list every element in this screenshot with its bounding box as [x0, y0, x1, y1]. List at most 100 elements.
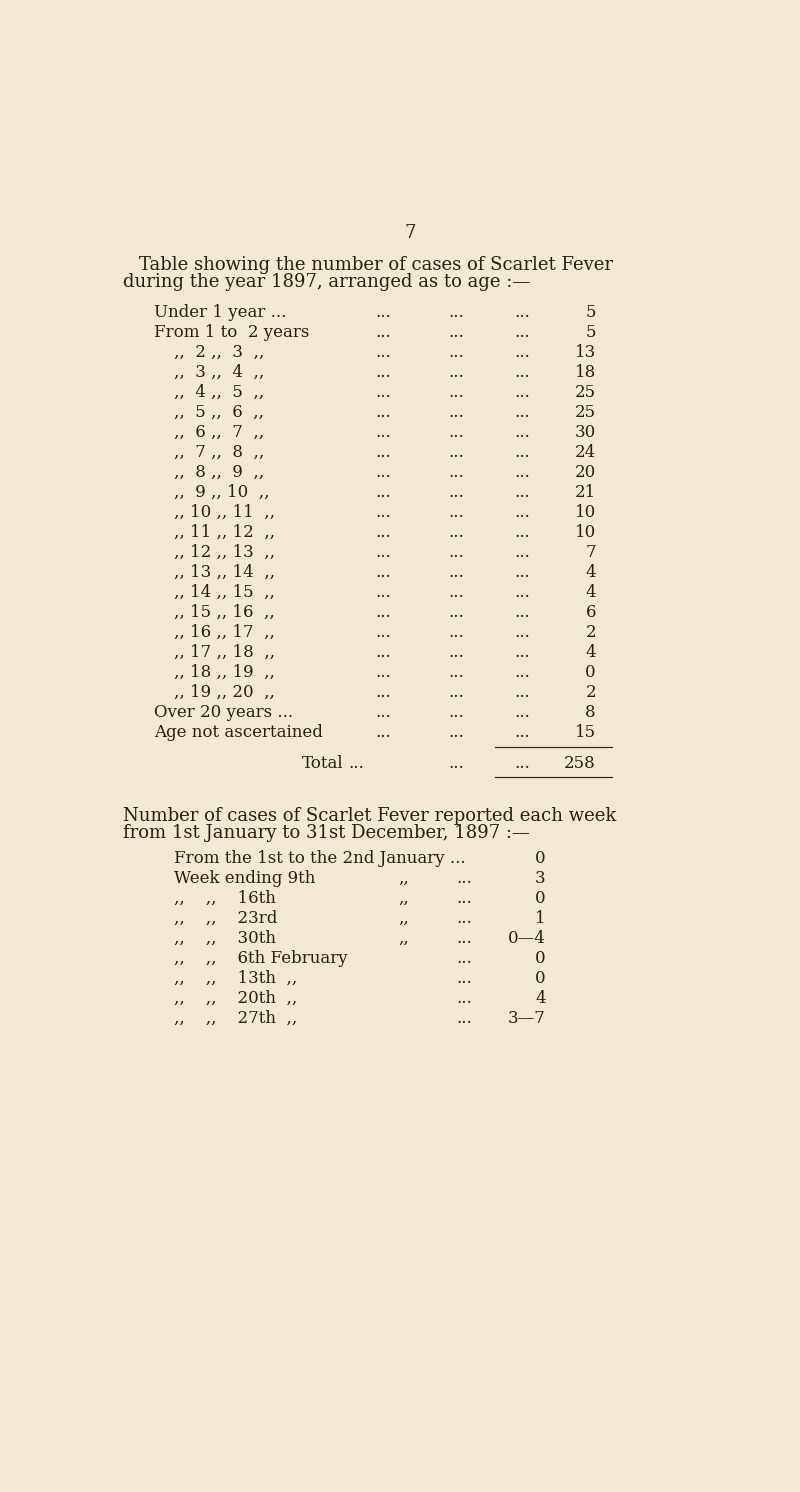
Text: ...: ...: [375, 324, 391, 340]
Text: ...: ...: [348, 755, 364, 771]
Text: ,,  4 ,,  5  ,,: ,, 4 ,, 5 ,,: [174, 383, 264, 401]
Text: Age not ascertained: Age not ascertained: [154, 724, 323, 742]
Text: ...: ...: [449, 685, 465, 701]
Text: ...: ...: [375, 524, 391, 542]
Text: ,,  5 ,,  6  ,,: ,, 5 ,, 6 ,,: [174, 404, 264, 421]
Text: ,, 18 ,, 19  ,,: ,, 18 ,, 19 ,,: [174, 664, 274, 682]
Text: during the year 1897, arranged as to age :—: during the year 1897, arranged as to age…: [123, 273, 530, 291]
Text: ...: ...: [514, 404, 530, 421]
Text: ...: ...: [449, 504, 465, 521]
Text: ...: ...: [449, 564, 465, 580]
Text: ,, 12 ,, 13  ,,: ,, 12 ,, 13 ,,: [174, 545, 274, 561]
Text: ...: ...: [449, 445, 465, 461]
Text: ,,  7 ,,  8  ,,: ,, 7 ,, 8 ,,: [174, 445, 264, 461]
Text: 0—4: 0—4: [508, 930, 546, 947]
Text: 2: 2: [586, 624, 596, 642]
Text: ,, 19 ,, 20  ,,: ,, 19 ,, 20 ,,: [174, 685, 274, 701]
Text: ...: ...: [514, 755, 530, 771]
Text: ,,    ,,    13th  ,,: ,, ,, 13th ,,: [174, 970, 297, 986]
Text: 15: 15: [575, 724, 596, 742]
Text: 21: 21: [574, 483, 596, 501]
Text: 4: 4: [586, 564, 596, 580]
Text: ...: ...: [449, 645, 465, 661]
Text: from 1st January to 31st December, 1897 :—: from 1st January to 31st December, 1897 …: [123, 824, 530, 843]
Text: ...: ...: [375, 383, 391, 401]
Text: ...: ...: [449, 404, 465, 421]
Text: 10: 10: [574, 504, 596, 521]
Text: 3: 3: [535, 870, 546, 886]
Text: ,,  8 ,,  9  ,,: ,, 8 ,, 9 ,,: [174, 464, 264, 480]
Text: ...: ...: [375, 624, 391, 642]
Text: ...: ...: [375, 404, 391, 421]
Text: ...: ...: [457, 930, 472, 947]
Text: 4: 4: [586, 583, 596, 601]
Text: ,,    ,,    27th  ,,: ,, ,, 27th ,,: [174, 1010, 297, 1026]
Text: ...: ...: [457, 870, 472, 886]
Text: 0: 0: [586, 664, 596, 682]
Text: Total: Total: [302, 755, 343, 771]
Text: ...: ...: [514, 504, 530, 521]
Text: 20: 20: [574, 464, 596, 480]
Text: ...: ...: [514, 383, 530, 401]
Text: ...: ...: [375, 564, 391, 580]
Text: ...: ...: [514, 483, 530, 501]
Text: ,, 13 ,, 14  ,,: ,, 13 ,, 14 ,,: [174, 564, 274, 580]
Text: Table showing the number of cases of Scarlet Fever: Table showing the number of cases of Sca…: [138, 257, 613, 275]
Text: ...: ...: [375, 304, 391, 321]
Text: ...: ...: [375, 704, 391, 721]
Text: ...: ...: [514, 304, 530, 321]
Text: ...: ...: [449, 583, 465, 601]
Text: ...: ...: [375, 364, 391, 380]
Text: ...: ...: [457, 889, 472, 907]
Text: ...: ...: [449, 545, 465, 561]
Text: 5: 5: [586, 324, 596, 340]
Text: 1: 1: [535, 910, 546, 927]
Text: 0: 0: [535, 850, 546, 867]
Text: 2: 2: [586, 685, 596, 701]
Text: ...: ...: [449, 464, 465, 480]
Text: ...: ...: [449, 383, 465, 401]
Text: ...: ...: [514, 624, 530, 642]
Text: ,,: ,,: [398, 889, 409, 907]
Text: ...: ...: [457, 1010, 472, 1026]
Text: ,,    ,,    16th: ,, ,, 16th: [174, 889, 275, 907]
Text: 25: 25: [575, 383, 596, 401]
Text: 4: 4: [535, 989, 546, 1007]
Text: 258: 258: [564, 755, 596, 771]
Text: ...: ...: [514, 564, 530, 580]
Text: ...: ...: [449, 624, 465, 642]
Text: 5: 5: [586, 304, 596, 321]
Text: ...: ...: [375, 343, 391, 361]
Text: ,,    ,,    6th February: ,, ,, 6th February: [174, 950, 347, 967]
Text: ...: ...: [514, 604, 530, 621]
Text: ...: ...: [457, 950, 472, 967]
Text: 6: 6: [586, 604, 596, 621]
Text: ,, 17 ,, 18  ,,: ,, 17 ,, 18 ,,: [174, 645, 274, 661]
Text: ...: ...: [514, 524, 530, 542]
Text: ,, 15 ,, 16  ,,: ,, 15 ,, 16 ,,: [174, 604, 274, 621]
Text: ...: ...: [457, 910, 472, 927]
Text: ...: ...: [375, 724, 391, 742]
Text: ,,    ,,    30th: ,, ,, 30th: [174, 930, 276, 947]
Text: ...: ...: [449, 664, 465, 682]
Text: ...: ...: [449, 324, 465, 340]
Text: Over 20 years ...: Over 20 years ...: [154, 704, 294, 721]
Text: 25: 25: [575, 404, 596, 421]
Text: 7: 7: [586, 545, 596, 561]
Text: ...: ...: [514, 583, 530, 601]
Text: ,,    ,,    20th  ,,: ,, ,, 20th ,,: [174, 989, 297, 1007]
Text: ...: ...: [449, 364, 465, 380]
Text: ...: ...: [449, 755, 465, 771]
Text: ,,: ,,: [398, 870, 409, 886]
Text: ...: ...: [375, 685, 391, 701]
Text: ,,  6 ,,  7  ,,: ,, 6 ,, 7 ,,: [174, 424, 264, 442]
Text: ...: ...: [514, 464, 530, 480]
Text: Week ending 9th: Week ending 9th: [174, 870, 315, 886]
Text: ...: ...: [449, 343, 465, 361]
Text: ...: ...: [449, 724, 465, 742]
Text: ...: ...: [514, 704, 530, 721]
Text: 0: 0: [535, 950, 546, 967]
Text: ...: ...: [375, 424, 391, 442]
Text: ...: ...: [449, 704, 465, 721]
Text: ...: ...: [375, 664, 391, 682]
